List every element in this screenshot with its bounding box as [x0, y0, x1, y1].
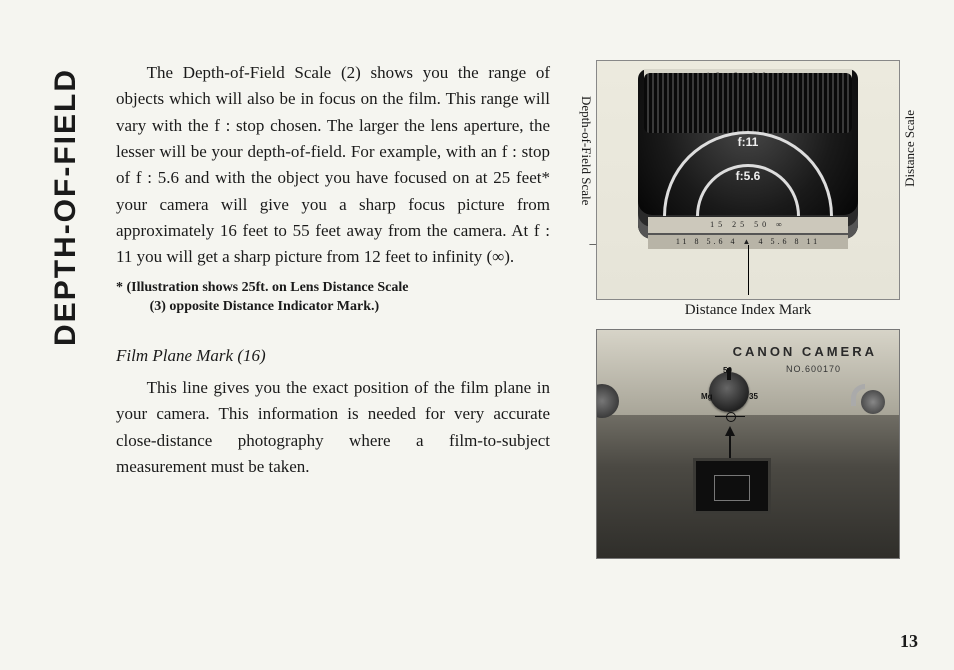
index-mark-pointer: [748, 245, 749, 295]
paragraph-film-plane: This line gives you the exact position o…: [116, 375, 550, 480]
arc-label-f11: f:11: [738, 135, 759, 149]
camera-serial-text: NO.600170: [786, 364, 841, 374]
arc-label-f56: f:5.6: [736, 169, 761, 183]
section-title-vertical: DEPTH-OF-FIELD: [36, 48, 96, 650]
dial-label-top: 50: [723, 366, 732, 375]
distance-ring: 15 25 50 ∞: [648, 217, 848, 233]
page-number: 13: [900, 631, 918, 652]
advance-lever: [851, 384, 885, 414]
lens-illustration: 12 2 28 4 f:11 f:5.6 15 25 50 ∞ 11 8 5.6…: [596, 60, 900, 300]
footnote-line2: (3) opposite Distance Indicator Mark.): [127, 298, 550, 317]
camera-top-illustration: CANON CAMERA NO.600170 50 Mg 35: [596, 329, 900, 559]
figure-lens-caption: Distance Index Mark: [578, 302, 918, 319]
lens-barrel: 12 2 28 4 f:11 f:5.6 15 25 50 ∞ 11 8 5.6…: [638, 69, 858, 239]
section-title-text: DEPTH-OF-FIELD: [49, 68, 83, 346]
label-distance-scale: Distance Scale: [902, 110, 918, 187]
footnote: * (Illustration shows 25ft. on Lens Dist…: [116, 279, 550, 317]
dial-label-left: Mg: [701, 392, 713, 401]
left-column: DEPTH-OF-FIELD The Depth-of-Field Scale …: [36, 48, 578, 650]
paragraph-depth-of-field: The Depth-of-Field Scale (2) shows you t…: [116, 60, 550, 271]
viewfinder-window: [693, 458, 771, 514]
label-dof-scale: Depth-of-Field Scale: [578, 96, 594, 205]
advance-lever-base: [861, 390, 885, 414]
manual-page: DEPTH-OF-FIELD The Depth-of-Field Scale …: [0, 0, 954, 670]
dial-label-right: 35: [749, 392, 758, 401]
camera-brand-text: CANON CAMERA: [733, 344, 877, 359]
figure-camera-top: CANON CAMERA NO.600170 50 Mg 35: [578, 329, 918, 559]
frame-dial: [709, 372, 749, 412]
body-text-column: The Depth-of-Field Scale (2) shows you t…: [96, 48, 578, 650]
focus-grip: [644, 73, 852, 133]
subheading-film-plane: Film Plane Mark (16): [116, 343, 550, 369]
film-plane-arrow-icon: [725, 426, 735, 436]
footnote-line1: * (Illustration shows 25ft. on Lens Dist…: [116, 280, 408, 295]
figure-column: Depth-of-Field Scale Distance Scale → 12…: [578, 48, 918, 650]
film-plane-mark-icon: [715, 416, 745, 417]
figure-lens: Depth-of-Field Scale Distance Scale → 12…: [578, 60, 918, 319]
